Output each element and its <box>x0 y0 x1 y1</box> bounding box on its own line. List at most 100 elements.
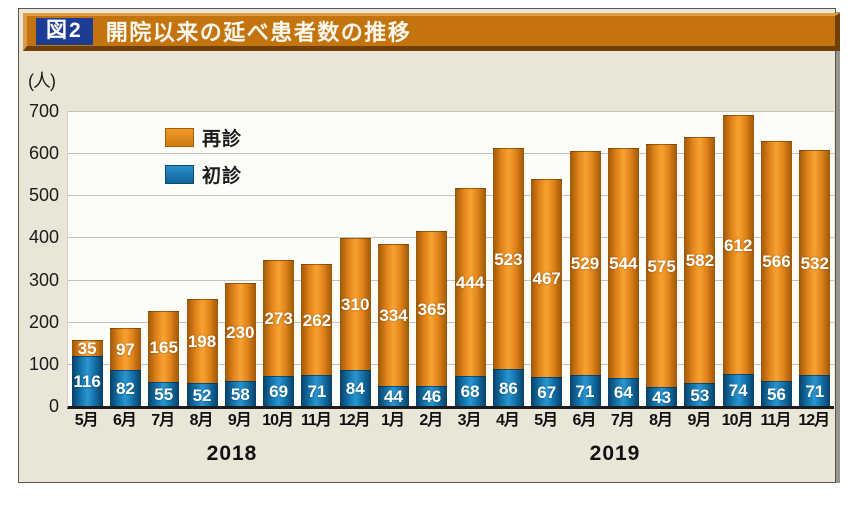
y-axis-unit-label: (人) <box>28 71 56 91</box>
x-tick-label: 9月 <box>227 412 252 429</box>
bar-value-label: 82 <box>115 379 135 398</box>
bar-segment-shoshin: 55 <box>148 382 180 406</box>
x-tick-label: 5月 <box>534 412 558 429</box>
gridline-500 <box>68 195 834 196</box>
bar-slot-2月: 365 46 <box>413 111 451 406</box>
legend-label-saishin: 再診 <box>202 129 243 150</box>
stacked-bar: 198 52 <box>186 299 218 406</box>
bar-segment-shoshin: 53 <box>684 383 716 406</box>
bar-slot-8月: 575 43 <box>642 111 680 406</box>
x-tick-label: 7月 <box>610 412 635 429</box>
bar-value-label: 273 <box>264 309 293 328</box>
bar-value-label: 86 <box>498 378 518 398</box>
stacked-bar: 365 46 <box>416 231 448 406</box>
year-label-2019: 2019 <box>589 442 641 465</box>
y-tick-label-200: 200 <box>28 312 59 332</box>
bar-value-label: 365 <box>417 299 446 319</box>
bar-slot-12月: 310 84 <box>336 111 374 406</box>
y-tick-label-100: 100 <box>28 354 59 374</box>
bar-segment-saishin: 544 <box>607 148 639 378</box>
x-tick-label: 5月 <box>74 412 99 429</box>
x-tick-label: 12月 <box>798 412 830 429</box>
bar-segment-shoshin: 74 <box>722 374 754 406</box>
bar-slot-6月: 97 82 <box>106 111 144 406</box>
bar-slot-11月: 262 71 <box>298 111 336 406</box>
bar-value-label: 46 <box>422 387 442 406</box>
x-tick-label: 11月 <box>760 412 792 429</box>
bars-container: 35 116 97 82 165 55 198 52 230 58 273 69 262 71 310 84 3… <box>68 111 834 406</box>
legend-swatch-shoshin-icon <box>165 165 194 184</box>
stacked-bar: 582 53 <box>684 137 716 406</box>
figure-panel: 図2 開院以来の延べ患者数の推移 (人) 再診 初診 35 116 97 82 165 5… <box>18 8 840 483</box>
x-tick-label: 10月 <box>721 412 754 429</box>
x-tick-label: 2月 <box>419 412 443 429</box>
bar-segment-shoshin: 68 <box>454 376 486 406</box>
x-tick-label: 8月 <box>649 412 673 429</box>
bar-value-label: 198 <box>187 332 217 351</box>
bar-segment-saishin: 575 <box>646 144 678 387</box>
stacked-bar: 467 67 <box>531 179 563 406</box>
bar-value-label: 71 <box>575 381 595 401</box>
bar-value-label: 444 <box>455 273 485 292</box>
bar-value-label: 544 <box>609 254 638 273</box>
legend-row-saishin: 再診 <box>165 127 243 150</box>
bar-segment-shoshin: 69 <box>263 376 295 406</box>
stacked-bar: 273 69 <box>263 260 295 406</box>
figure-title: 開院以来の延べ患者数の推移 <box>105 20 412 45</box>
bar-value-label: 69 <box>269 382 289 401</box>
gridline-700 <box>68 111 834 112</box>
gridline-200 <box>68 322 834 323</box>
y-tick-label-300: 300 <box>28 270 59 290</box>
x-tick-label: 10月 <box>262 412 294 429</box>
bar-value-label: 52 <box>192 385 212 405</box>
bar-segment-saishin: 262 <box>301 264 333 375</box>
bar-segment-saishin: 529 <box>569 151 601 375</box>
bar-segment-saishin: 97 <box>109 328 141 370</box>
bar-segment-saishin: 532 <box>799 150 831 375</box>
bar-slot-10月: 612 74 <box>719 111 757 406</box>
bar-segment-saishin: 334 <box>378 244 410 386</box>
bar-segment-saishin: 566 <box>760 141 792 381</box>
bar-slot-9月: 582 53 <box>681 111 719 406</box>
bar-segment-shoshin: 67 <box>531 377 563 406</box>
bar-slot-8月: 198 52 <box>183 111 221 406</box>
bar-value-label: 43 <box>652 387 672 407</box>
bar-value-label: 582 <box>685 251 715 270</box>
bar-segment-shoshin: 86 <box>492 369 524 406</box>
bar-value-label: 67 <box>537 382 557 402</box>
x-tick-label: 8月 <box>189 412 214 429</box>
x-tick-label: 9月 <box>687 412 711 429</box>
bar-segment-shoshin: 56 <box>760 381 792 406</box>
bar-segment-saishin: 467 <box>531 179 563 377</box>
bar-value-label: 55 <box>154 385 174 404</box>
bar-value-label: 97 <box>115 340 135 359</box>
bar-slot-5月: 467 67 <box>528 111 566 406</box>
x-tick-label: 4月 <box>495 412 520 429</box>
stacked-bar: 529 71 <box>569 151 601 406</box>
figure-title-bar: 図2 開院以来の延べ患者数の推移 <box>23 13 840 51</box>
stacked-bar: 334 44 <box>378 244 410 406</box>
x-axis-month-labels: 5月 6月 7月 8月 9月 10月 11月 12月 1月 2月 3月 4月 5月 6月 7月 8月 9月 10月… <box>67 410 833 432</box>
stacked-bar: 230 58 <box>224 283 256 406</box>
bar-value-label: 35 <box>77 339 97 358</box>
stacked-bar: 310 84 <box>339 238 371 406</box>
bar-value-label: 58 <box>230 384 250 404</box>
gridline-400 <box>68 237 834 238</box>
bar-value-label: 84 <box>345 379 365 398</box>
bar-segment-saishin: 365 <box>416 231 448 386</box>
bar-segment-shoshin: 46 <box>416 386 448 406</box>
stacked-bar: 575 43 <box>646 144 678 407</box>
bar-segment-shoshin: 58 <box>224 381 256 406</box>
bar-segment-shoshin: 84 <box>339 370 371 406</box>
stacked-bar: 165 55 <box>148 311 180 406</box>
stacked-bar: 97 82 <box>109 328 141 406</box>
bar-segment-shoshin: 82 <box>109 370 141 406</box>
bar-segment-saishin: 310 <box>339 238 371 370</box>
bar-slot-12月: 532 71 <box>796 111 834 406</box>
y-tick-label-500: 500 <box>28 185 59 205</box>
bar-segment-saishin: 582 <box>684 137 716 383</box>
bar-segment-saishin: 230 <box>224 283 256 381</box>
bar-value-label: 523 <box>494 249 523 269</box>
x-tick-label: 3月 <box>457 412 482 429</box>
